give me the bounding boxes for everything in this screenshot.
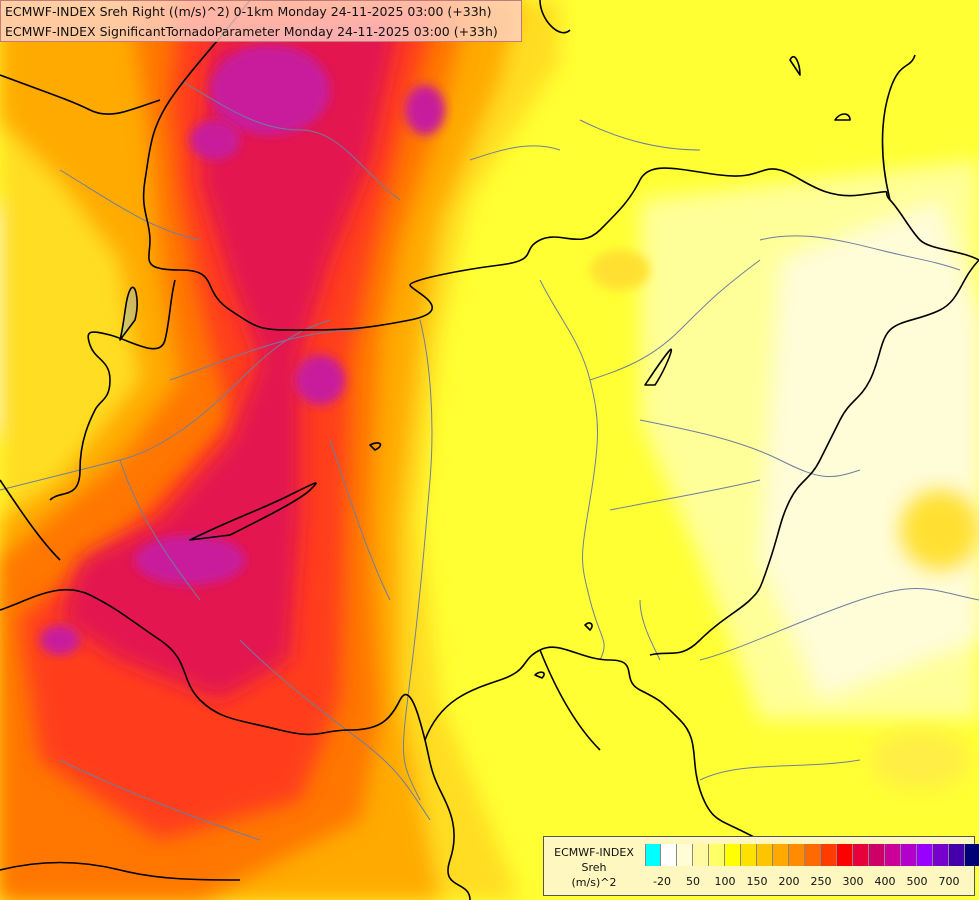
- legend-swatch: [869, 844, 885, 866]
- legend-swatch: [933, 844, 949, 866]
- legend-swatch: [709, 844, 725, 866]
- header-line-stp: ECMWF-INDEX SignificantTornadoParameter …: [5, 24, 498, 39]
- rivers: [0, 79, 979, 841]
- legend-tick-label: 300: [842, 875, 864, 888]
- legend-swatch: [965, 844, 979, 866]
- legend-swatch: [885, 844, 901, 866]
- legend-tick-label: 200: [778, 875, 800, 888]
- legend-swatch: [661, 844, 677, 866]
- legend-tick-label: 400: [874, 875, 896, 888]
- legend-swatch: [789, 844, 805, 866]
- legend-swatch: [693, 844, 709, 866]
- legend-swatch: [757, 844, 773, 866]
- color-legend: ECMWF-INDEX Sreh (m/s)^2 -20 50 100 150 200 2…: [543, 836, 979, 896]
- legend-tick-label: 100: [714, 875, 736, 888]
- header-line-sreh: ECMWF-INDEX Sreh Right ((m/s)^2) 0-1km M…: [5, 4, 492, 19]
- legend-title: ECMWF-INDEX: [554, 846, 634, 859]
- legend-tick-label: -20: [653, 875, 671, 888]
- legend-tick-label: 700: [938, 875, 960, 888]
- legend-variable: Sreh: [581, 861, 607, 874]
- legend-swatch: [949, 844, 965, 866]
- legend-tick-label: 50: [686, 875, 700, 888]
- legend-units: (m/s)^2: [571, 876, 617, 889]
- legend-swatches: [645, 844, 979, 866]
- legend-swatch: [853, 844, 869, 866]
- legend-swatch: [645, 844, 661, 866]
- legend-swatch: [677, 844, 693, 866]
- legend-swatch: [805, 844, 821, 866]
- legend-swatch: [725, 844, 741, 866]
- legend-tick-label: 250: [810, 875, 832, 888]
- map-header: ECMWF-INDEX Sreh Right ((m/s)^2) 0-1km M…: [0, 0, 522, 42]
- legend-tick-label: 150: [746, 875, 768, 888]
- legend-swatch: [837, 844, 853, 866]
- legend-swatch: [901, 844, 917, 866]
- legend-swatch: [917, 844, 933, 866]
- legend-swatch: [821, 844, 837, 866]
- legend-tick-label: 500: [906, 875, 928, 888]
- legend-swatch: [773, 844, 789, 866]
- legend-swatch: [741, 844, 757, 866]
